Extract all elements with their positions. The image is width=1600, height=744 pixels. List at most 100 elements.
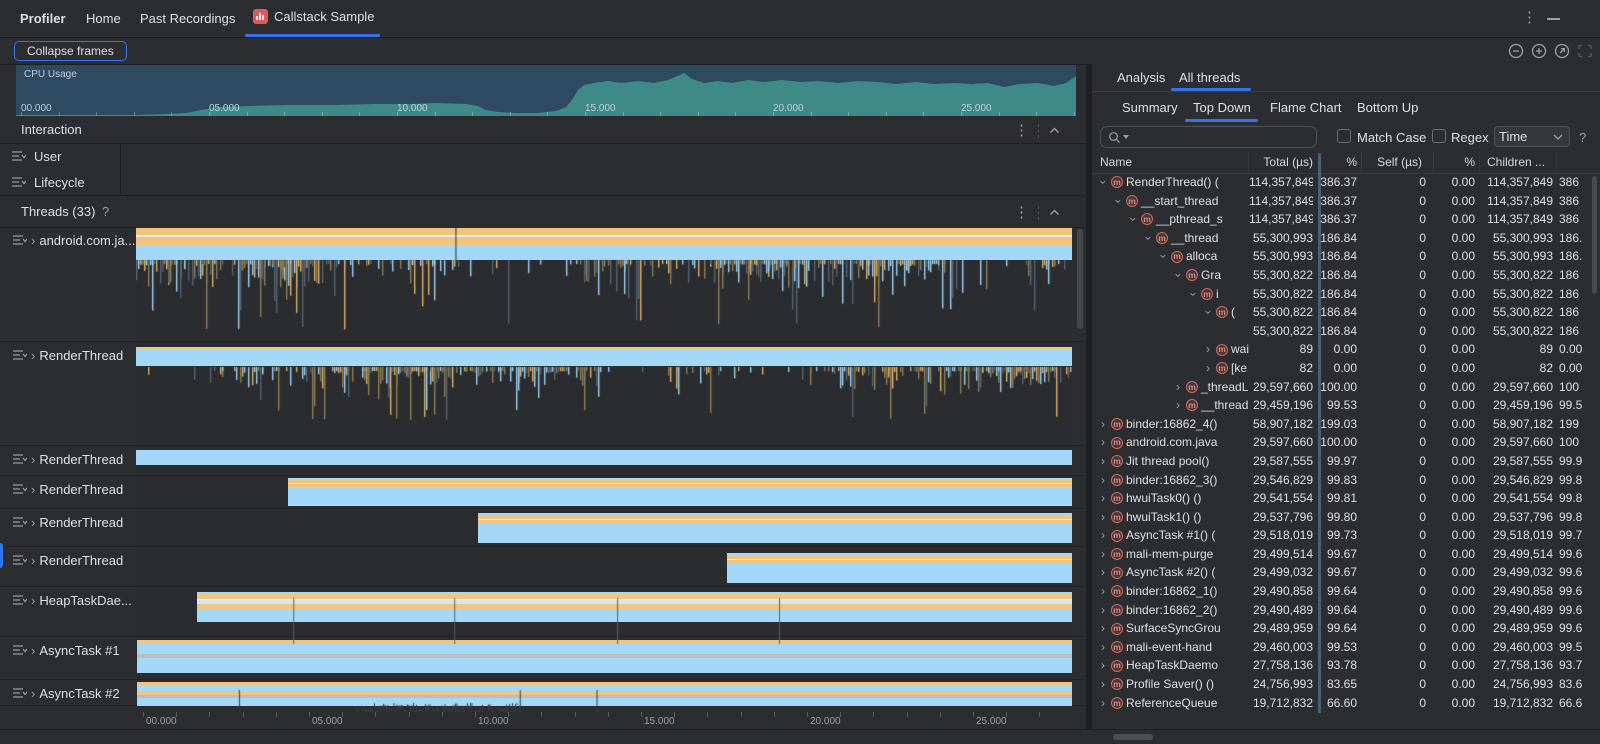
zoom-in-icon[interactable] — [1531, 43, 1547, 59]
column-self[interactable]: Self (µs) — [1377, 155, 1422, 169]
thread-activity-bar[interactable] — [196, 592, 1072, 622]
expand-node-icon[interactable]: › — [1176, 398, 1180, 413]
table-row[interactable]: › m ReferenceQueue 19,712,832 66.60 0 0.00 19,7… — [1092, 694, 1600, 713]
subtab-top-down[interactable]: Top Down — [1193, 100, 1251, 115]
table-row[interactable]: › m alloca 55,300,993 186.84 0 0.00 55,300,993 1… — [1092, 247, 1600, 266]
collapse-node-icon[interactable]: › — [1111, 198, 1126, 203]
table-row[interactable]: › m SurfaceSyncGrou 29,489,959 99.64 0 0.00 29,… — [1092, 619, 1600, 638]
thread-lane[interactable]: › android.com.ja... — [0, 227, 1086, 342]
tab-analysis[interactable]: Analysis — [1117, 70, 1166, 85]
expand-node-icon[interactable]: › — [1101, 602, 1105, 617]
table-row[interactable]: › m __start_thread 114,357,849 386.37 0 0.00 11… — [1092, 192, 1600, 211]
thread-label[interactable]: › RenderThread — [12, 450, 123, 468]
expand-chevron-icon[interactable]: › — [31, 642, 36, 658]
expand-node-icon[interactable]: › — [1101, 584, 1105, 599]
table-row[interactable]: › m mali-event-hand 29,460,003 99.53 0 0.00 29,… — [1092, 638, 1600, 657]
track-config-icon[interactable] — [11, 149, 26, 163]
thread-label[interactable]: › RenderThread — [12, 513, 123, 531]
search-history-caret-icon[interactable] — [1123, 135, 1129, 139]
thread-activity-bar[interactable] — [287, 478, 1072, 506]
thread-label[interactable]: › android.com.ja... — [12, 231, 135, 249]
thread-lane[interactable]: › RenderThread — [0, 446, 1086, 476]
subtab-flame-chart[interactable]: Flame Chart — [1270, 100, 1342, 115]
expand-node-icon[interactable]: › — [1101, 658, 1105, 673]
minimize-icon[interactable] — [1547, 18, 1560, 20]
thread-lane[interactable]: › RenderThread — [0, 476, 1086, 509]
expand-node-icon[interactable]: › — [1101, 546, 1105, 561]
thread-activity-bar[interactable] — [136, 682, 1072, 706]
thread-label[interactable]: › AsyncTask #1 — [12, 641, 120, 659]
collapse-node-icon[interactable]: › — [1126, 217, 1141, 222]
thread-lane[interactable]: › RenderThread — [0, 547, 1086, 587]
table-row[interactable]: › m Profile Saver() () 24,756,993 83.65 0 0.00… — [1092, 675, 1600, 694]
thread-activity-bar[interactable] — [136, 228, 1072, 260]
collapse-section-icon[interactable] — [1049, 209, 1060, 216]
expand-node-icon[interactable]: › — [1101, 695, 1105, 710]
table-row[interactable]: › m Jit thread pool() 29,587,555 99.97 0 0.00… — [1092, 452, 1600, 471]
collapse-node-icon[interactable]: › — [1186, 291, 1201, 296]
column-total[interactable]: Total (µs) — [1263, 155, 1313, 169]
table-row[interactable]: › m __thread 29,459,196 99.53 0 0.00 29,459,196… — [1092, 396, 1600, 415]
thread-activity-bar[interactable] — [136, 450, 1072, 465]
thread-lane[interactable]: › AsyncTask #2 — [0, 680, 1086, 706]
match-case-checkbox[interactable] — [1337, 129, 1351, 143]
thread-lane[interactable]: › RenderThread — [0, 509, 1086, 547]
tab-past-recordings[interactable]: Past Recordings — [140, 11, 236, 26]
table-row[interactable]: › m AsyncTask #2() (29,499,032 99.67 0 0.00 29… — [1092, 563, 1600, 582]
expand-node-icon[interactable]: › — [1101, 472, 1105, 487]
threads-scrollbar[interactable] — [1077, 229, 1083, 329]
expand-node-icon[interactable]: › — [1101, 639, 1105, 654]
table-scrollbar[interactable] — [1592, 176, 1597, 294]
subtab-bottom-up[interactable]: Bottom Up — [1357, 100, 1419, 115]
track-config-icon[interactable] — [12, 233, 27, 247]
zoom-out-icon[interactable] — [1508, 43, 1524, 59]
table-row[interactable]: › m __pthread_s 114,357,849 386.37 0 0.00 114,3… — [1092, 210, 1600, 229]
expand-node-icon[interactable]: › — [1176, 379, 1180, 394]
track-config-icon[interactable] — [12, 348, 27, 362]
thread-activity-bar[interactable] — [726, 553, 1072, 583]
track-config-icon[interactable] — [12, 686, 27, 700]
expand-chevron-icon[interactable]: › — [31, 232, 36, 248]
expand-node-icon[interactable]: › — [1101, 621, 1105, 636]
interaction-row-lifecycle[interactable]: Lifecycle — [0, 169, 1086, 195]
tab-home[interactable]: Home — [86, 11, 121, 26]
zoom-to-selection-icon[interactable] — [1577, 43, 1593, 59]
expand-chevron-icon[interactable]: › — [31, 514, 36, 530]
table-row[interactable]: › m binder:16862_4() 58,907,182 199.03 0 0.00 5… — [1092, 415, 1600, 434]
table-row[interactable]: › m i 55,300,822 186.84 0 0.00 55,300,822 186 — [1092, 285, 1600, 304]
column-children[interactable]: Children ... — [1487, 155, 1546, 169]
track-config-icon[interactable] — [12, 452, 27, 466]
track-config-icon[interactable] — [11, 175, 26, 189]
interaction-row-user[interactable]: User — [0, 143, 1086, 169]
search-input[interactable] — [1100, 126, 1317, 148]
thread-lane[interactable]: › RenderThread — [0, 342, 1086, 446]
track-config-icon[interactable] — [12, 553, 27, 567]
thread-activity-bar[interactable] — [477, 513, 1072, 543]
expand-chevron-icon[interactable]: › — [31, 685, 36, 701]
track-config-icon[interactable] — [12, 643, 27, 657]
expand-chevron-icon[interactable]: › — [31, 347, 36, 363]
expand-node-icon[interactable]: › — [1101, 453, 1105, 468]
table-row[interactable]: › m AsyncTask #1() (29,518,019 99.73 0 0.00 29… — [1092, 526, 1600, 545]
expand-node-icon[interactable]: › — [1101, 528, 1105, 543]
table-row[interactable]: 55,300,822 186.84 0 0.00 55,300,822 186 — [1092, 322, 1600, 341]
table-row[interactable]: › m __thread 55,300,993 186.84 0 0.00 55,300,99… — [1092, 229, 1600, 248]
table-row[interactable]: › m binder:16862_1() 29,490,858 99.64 0 0.00 29… — [1092, 582, 1600, 601]
expand-node-icon[interactable]: › — [1101, 565, 1105, 580]
table-row[interactable]: › m binder:16862_2() 29,490,489 99.64 0 0.00 29… — [1092, 601, 1600, 620]
thread-label[interactable]: › AsyncTask #2 — [12, 684, 120, 702]
table-row[interactable]: › m binder:16862_3() 29,546,829 99.83 0 0.00 29… — [1092, 471, 1600, 490]
expand-node-icon[interactable]: › — [1101, 435, 1105, 450]
expand-node-icon[interactable]: › — [1101, 509, 1105, 524]
collapse-section-icon[interactable] — [1049, 127, 1060, 134]
expand-chevron-icon[interactable]: › — [31, 592, 36, 608]
table-row[interactable]: › m [ke 82 0.00 0 0.00 82 0.00 — [1092, 359, 1600, 378]
table-row[interactable]: › m HeapTaskDaemo 27,758,136 93.78 0 0.00 27,75… — [1092, 656, 1600, 675]
expand-node-icon[interactable]: › — [1206, 360, 1210, 375]
panel-divider[interactable] — [1086, 64, 1092, 730]
thread-lane[interactable]: › AsyncTask #1 — [0, 637, 1086, 680]
table-row[interactable]: › m mali-mem-purge 29,499,514 99.67 0 0.00 29,4… — [1092, 545, 1600, 564]
thread-label[interactable]: › RenderThread — [12, 346, 123, 364]
track-config-icon[interactable] — [12, 515, 27, 529]
thread-lane[interactable]: › HeapTaskDae... — [0, 587, 1086, 637]
